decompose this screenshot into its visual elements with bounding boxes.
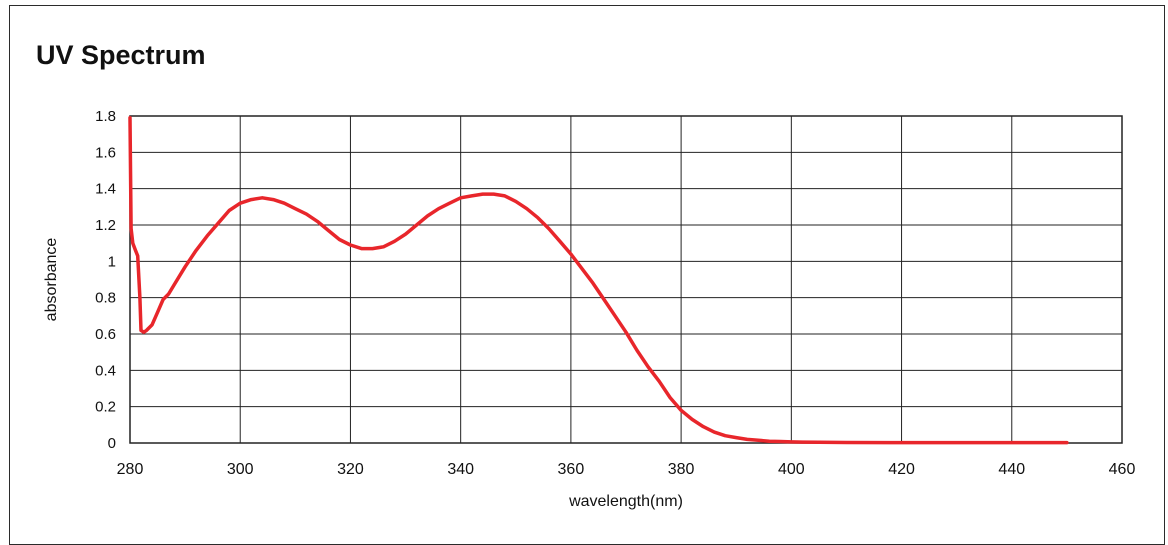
y-tick-label: 1	[108, 253, 116, 270]
grid-lines	[129, 115, 1123, 444]
x-tick-label: 400	[778, 461, 805, 478]
y-axis-label: absorbance	[43, 238, 60, 322]
y-tick-label: 0.6	[95, 326, 116, 343]
y-tick-labels: 0 0.2 0.4 0.6 0.8 1 1.2 1.4 1.6 1.8	[95, 108, 116, 452]
y-tick-label: 1.8	[95, 108, 116, 125]
x-tick-label: 300	[227, 461, 254, 478]
x-tick-labels: 280 300 320 340 360 380 400 420 440 460	[117, 461, 1136, 478]
y-tick-label: 0.4	[95, 362, 116, 379]
x-tick-label: 320	[337, 461, 364, 478]
absorbance-series-line	[128, 116, 1069, 445]
x-tick-label: 380	[668, 461, 695, 478]
x-tick-label: 460	[1109, 461, 1136, 478]
x-tick-label: 440	[998, 461, 1025, 478]
y-tick-label: 1.6	[95, 144, 116, 161]
y-tick-label: 1.2	[95, 217, 116, 234]
x-tick-label: 340	[447, 461, 474, 478]
series-group	[128, 116, 1069, 445]
y-tick-label: 1.4	[95, 181, 116, 198]
y-tick-label: 0	[108, 435, 116, 452]
y-tick-label: 0.8	[95, 290, 116, 307]
x-tick-label: 420	[888, 461, 915, 478]
x-tick-label: 360	[558, 461, 585, 478]
x-tick-label: 280	[117, 461, 144, 478]
y-tick-label: 0.2	[95, 399, 116, 416]
plot-area-border	[129, 115, 1123, 444]
x-axis-label: wavelength(nm)	[568, 493, 683, 510]
chart-title: UV Spectrum	[36, 40, 206, 70]
